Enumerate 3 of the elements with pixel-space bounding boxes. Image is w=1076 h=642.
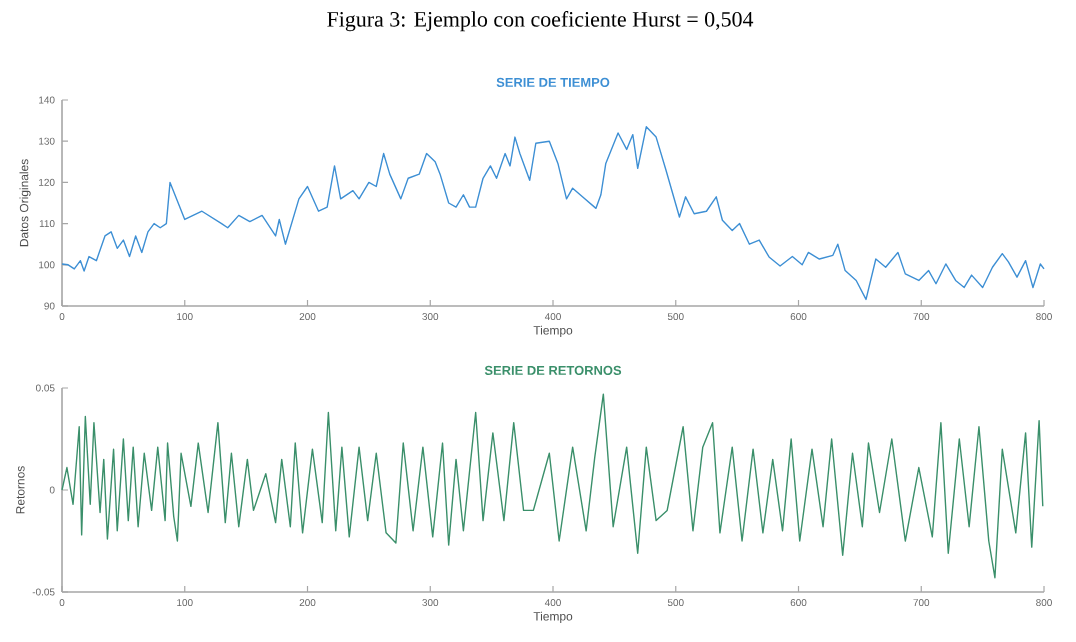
line-series [61,393,1044,579]
line-series [61,126,1045,301]
text: Figura 3: Ejemplo con coeficiente Hurst = 0,504 [327,11,754,32]
